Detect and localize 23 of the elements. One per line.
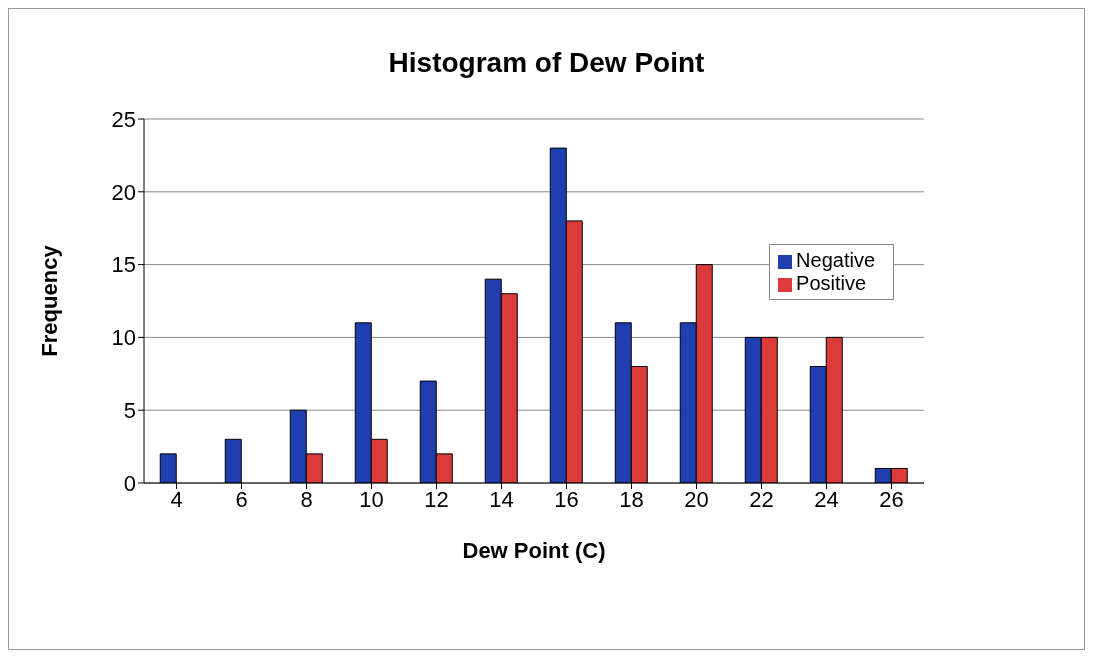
chart-title: Histogram of Dew Point	[387, 47, 706, 79]
x-tick-label: 24	[814, 486, 839, 512]
x-tick-label: 18	[619, 486, 644, 512]
y-axis-title: Frequency	[36, 244, 62, 357]
y-tick-label: 10	[111, 325, 136, 351]
x-tick-label: 4	[170, 486, 183, 512]
legend-label: Negative	[796, 249, 875, 271]
x-tick-label: 14	[489, 486, 514, 512]
x-tick-label: 26	[879, 486, 904, 512]
x-tick-label: 22	[749, 486, 774, 512]
legend-label: Positive	[796, 272, 867, 294]
x-axis-title: Dew Point (C)	[462, 538, 606, 563]
y-tick-label: 5	[123, 398, 136, 424]
x-tick-label: 8	[300, 486, 313, 512]
y-tick-label: 0	[123, 470, 136, 496]
y-tick-label: 20	[111, 179, 136, 205]
x-tick-label: 6	[235, 486, 248, 512]
x-tick-label: 20	[684, 486, 709, 512]
y-tick-label: 15	[111, 252, 136, 278]
y-tick-label: 25	[111, 106, 136, 132]
x-tick-label: 16	[554, 486, 579, 512]
x-tick-label: 10	[359, 486, 384, 512]
x-tick-label: 12	[424, 486, 449, 512]
